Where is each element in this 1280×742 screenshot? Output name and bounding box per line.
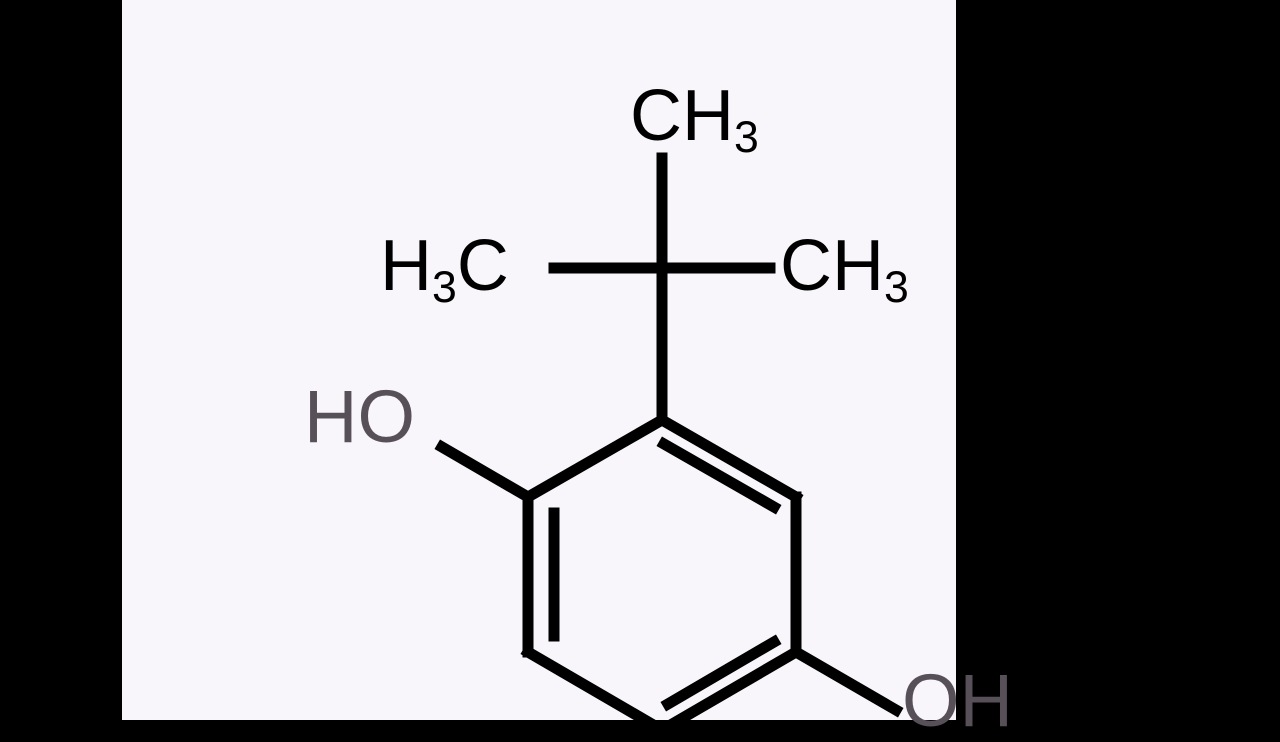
- label-oh-right: OH: [902, 664, 1013, 738]
- label-ho-left: HO: [304, 380, 415, 454]
- diagram-panel: CH3 H3C CH3 HO OH: [122, 0, 956, 720]
- molecule-structure: [122, 0, 956, 720]
- label-left-h3c: H3C: [380, 230, 509, 302]
- label-top-ch3: CH3: [630, 80, 759, 152]
- label-right-ch3: CH3: [780, 230, 909, 302]
